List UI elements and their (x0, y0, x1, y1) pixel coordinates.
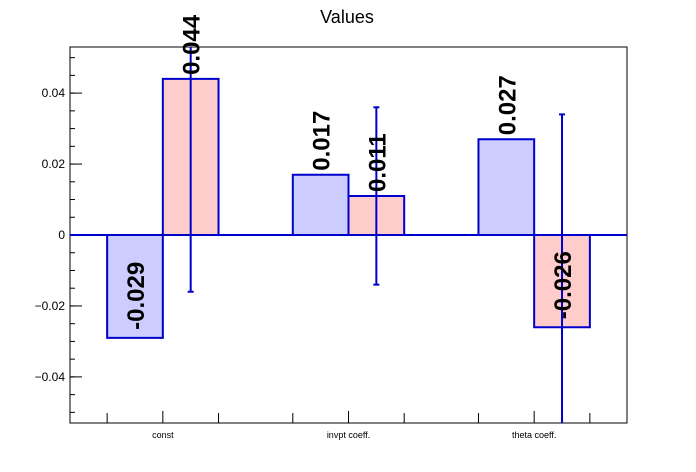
bars (70, 47, 627, 423)
data-label: 0.027 (494, 75, 521, 135)
x-tick-label: invpt coeff. (327, 430, 370, 440)
bar (478, 139, 535, 235)
chart-title: Values (320, 7, 374, 27)
data-label: -0.029 (123, 262, 150, 330)
data-label: 0.044 (179, 14, 206, 75)
bar (107, 235, 163, 338)
x-tick-label: const (152, 430, 174, 440)
y-tick-label: 0.04 (42, 86, 66, 100)
data-label: -0.026 (550, 251, 577, 319)
y-tick-label: −0.02 (35, 299, 66, 313)
y-tick-label: −0.04 (35, 370, 66, 384)
bar-outline (106, 235, 164, 339)
y-tick-label: 0 (58, 228, 65, 242)
data-label: 0.017 (309, 111, 336, 171)
data-labels: -0.029 0.017 0.027 0.044 0.011 -0.026 (123, 14, 577, 330)
axis-ticks: −0.04 −0.02 0 0.02 0.04 const invpt coeff. thet… (35, 57, 591, 440)
y-tick-label: 0.02 (42, 157, 66, 171)
data-label: 0.011 (364, 133, 391, 192)
bar-outline (477, 138, 536, 235)
bar (292, 174, 349, 235)
x-tick-label: theta coeff. (512, 430, 556, 440)
